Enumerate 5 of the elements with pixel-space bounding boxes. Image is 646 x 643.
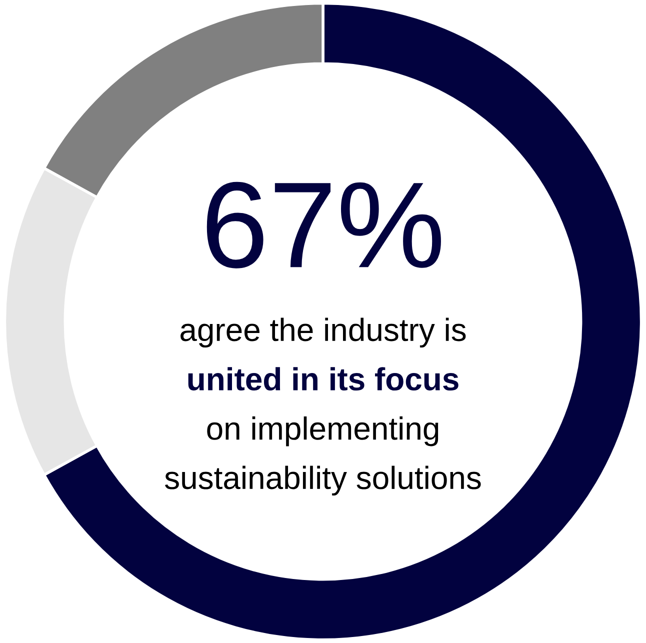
text: agree the industry is	[180, 318, 466, 348]
text: sustainability solutions	[164, 466, 481, 496]
text: 67%	[206, 182, 441, 268]
text: on implementing	[207, 416, 438, 446]
text: united in its focus	[188, 367, 458, 391]
